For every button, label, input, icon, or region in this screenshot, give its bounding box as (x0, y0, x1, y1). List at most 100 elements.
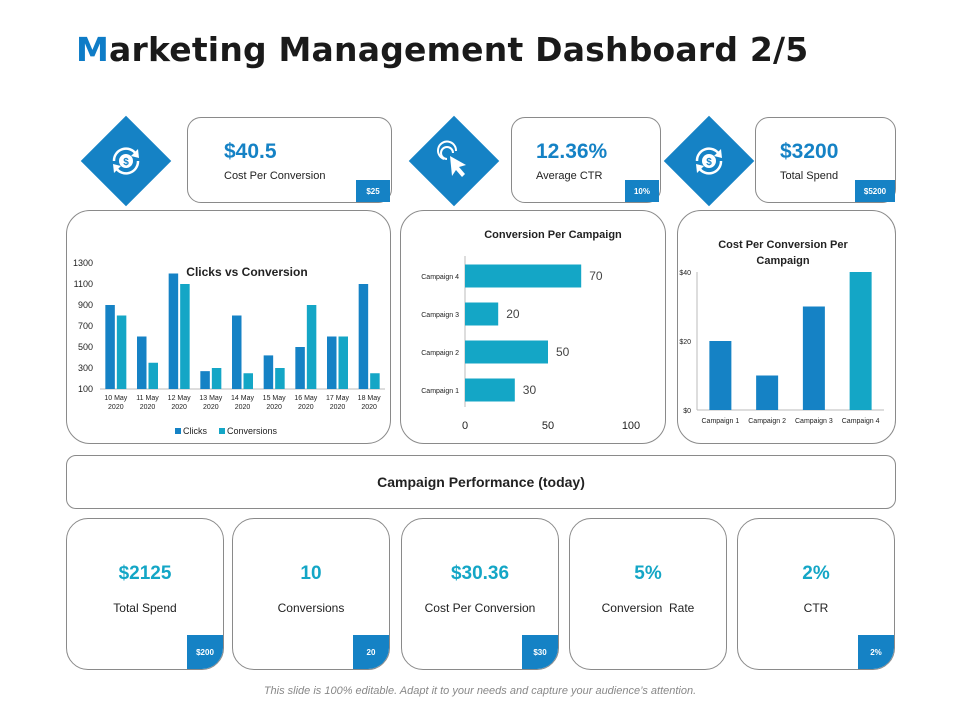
y-tick-label: Campaign 2 (421, 350, 459, 357)
kpi-card-cost-per-conversion: $40.5 Cost Per Conversion $25 (187, 117, 392, 203)
performance-badge: 20 (353, 635, 389, 669)
clicks-vs-conversion-chart: 1300 1100 900 700 500 300 100 Clicks vs Convers… (73, 258, 385, 436)
x-tick-label: 50 (542, 420, 554, 432)
y-tick-label: 1300 (73, 258, 93, 268)
title-rest: arketing Management Dashboard 2/5 (109, 30, 809, 69)
cost-per-conversion-per-campaign-chart: Cost Per Conversion Per Campaign $40 $20 $0 C… (679, 239, 884, 425)
kpi-value: $3200 (780, 140, 839, 163)
data-label: 50 (556, 345, 570, 359)
x-tick-label: 2020 (298, 404, 314, 411)
y-tick-label: $20 (679, 339, 691, 346)
title-first-letter: M (76, 30, 110, 69)
chart-title: Cost Per Conversion Per (718, 239, 848, 251)
performance-card: 5% Conversion Rate (569, 518, 727, 670)
x-tick-label: 2020 (203, 404, 219, 411)
x-tick-label: 15 May (263, 395, 286, 402)
page-title: Marketing Management Dashboard 2/5 (76, 30, 808, 69)
bar-clicks (358, 284, 369, 389)
dollar-refresh-icon: $ (80, 115, 172, 207)
bar-clicks (327, 336, 337, 389)
bar-clicks (137, 336, 147, 389)
bar-clicks (232, 315, 242, 389)
bar-clicks (295, 347, 305, 389)
cost-per-conversion-per-campaign-panel: Cost Per Conversion Per Campaign $40 $20 $0 C… (677, 210, 896, 444)
kpi-value: 12.36% (536, 140, 608, 163)
x-tick-label: 12 May (168, 395, 191, 402)
x-tick-label: Campaign 3 (795, 418, 833, 425)
x-tick-label: Campaign 1 (702, 418, 740, 425)
kpi-card-average-ctr: 12.36% Average CTR 10% (511, 117, 661, 203)
x-tick-label: 17 May (326, 395, 349, 402)
x-tick-label: 2020 (171, 404, 187, 411)
y-tick-label: $0 (683, 408, 691, 415)
performance-label: Cost Per Conversion (424, 601, 536, 615)
performance-label: CTR (803, 601, 829, 615)
chart-title: Campaign (756, 255, 809, 267)
data-label: 30 (523, 383, 537, 397)
y-tick-label: 100 (78, 384, 93, 394)
y-tick-label: 500 (78, 342, 93, 352)
bar-campaign (465, 340, 548, 364)
performance-value: 10 (300, 563, 322, 584)
performance-card: 10 Conversions 20 (232, 518, 390, 670)
conversion-per-campaign-chart: Conversion Per Campaign Campaign 4 70 Campa… (421, 229, 640, 432)
x-tick-label: 14 May (231, 395, 254, 402)
bar-campaign (709, 341, 732, 410)
x-tick-label: 100 (622, 420, 640, 432)
y-tick-label: 900 (78, 300, 93, 310)
performance-badge: 2% (858, 635, 894, 669)
performance-value: $2125 (118, 563, 172, 584)
x-tick-label: 16 May (294, 395, 317, 402)
bar-campaign (465, 378, 515, 402)
bar-conversions (211, 368, 222, 389)
x-tick-label: 2020 (266, 404, 282, 411)
kpi-badge: 10% (625, 180, 659, 202)
kpi-label: Average CTR (536, 170, 603, 182)
bar-conversions (306, 305, 317, 389)
performance-value: 5% (634, 563, 662, 584)
x-tick-label: 11 May (136, 395, 159, 402)
legend-swatch (219, 428, 225, 434)
bar-conversions (148, 362, 158, 389)
legend-entry: Clicks (183, 426, 207, 436)
x-tick-label: 0 (462, 420, 468, 432)
x-tick-label: 2020 (361, 404, 377, 411)
bar-conversions (180, 284, 190, 389)
y-tick-label: Campaign 4 (421, 274, 459, 281)
kpi-value: $40.5 (224, 140, 277, 163)
performance-card: $30.36 Cost Per Conversion $30 (401, 518, 559, 670)
kpi-label: Cost Per Conversion (224, 170, 326, 182)
legend-swatch (175, 428, 181, 434)
bar-conversions (338, 336, 348, 389)
kpi-label: Total Spend (780, 170, 839, 182)
x-tick-label: 2020 (330, 404, 346, 411)
bar-conversions (275, 368, 285, 389)
clicks-vs-conversion-panel: 1300 1100 900 700 500 300 100 Clicks vs Convers… (66, 210, 391, 444)
x-tick-label: 10 May (104, 395, 127, 402)
performance-badge: $30 (522, 635, 558, 669)
footer-note: This slide is 100% editable. Adapt it to… (263, 685, 697, 697)
bar-conversions (243, 373, 253, 389)
dollar-refresh-icon: $ (663, 115, 755, 207)
bar-campaign (802, 306, 825, 410)
bar-campaign (465, 302, 499, 326)
y-tick-label: 1100 (74, 279, 93, 289)
y-tick-label: 300 (78, 363, 93, 373)
svg-text:$: $ (706, 157, 712, 168)
legend-entry: Conversions (227, 426, 278, 436)
bar-clicks (263, 355, 274, 389)
performance-badge: $200 (187, 635, 223, 669)
bar-conversions (370, 373, 380, 389)
bar-clicks (105, 305, 115, 389)
svg-text:$: $ (123, 157, 129, 168)
performance-card: $2125 Total Spend $200 (66, 518, 224, 670)
bar-clicks (168, 273, 179, 389)
campaign-performance-header: Campaign Performance (today) (66, 455, 896, 509)
bar-campaign (756, 375, 779, 410)
bar-conversions (116, 315, 127, 389)
kpi-card-total-spend: $3200 Total Spend $5200 (755, 117, 896, 203)
kpi-badge: $25 (356, 180, 390, 202)
x-tick-label: 18 May (358, 395, 381, 402)
y-tick-label: Campaign 3 (421, 312, 459, 319)
performance-value: $30.36 (450, 563, 510, 584)
